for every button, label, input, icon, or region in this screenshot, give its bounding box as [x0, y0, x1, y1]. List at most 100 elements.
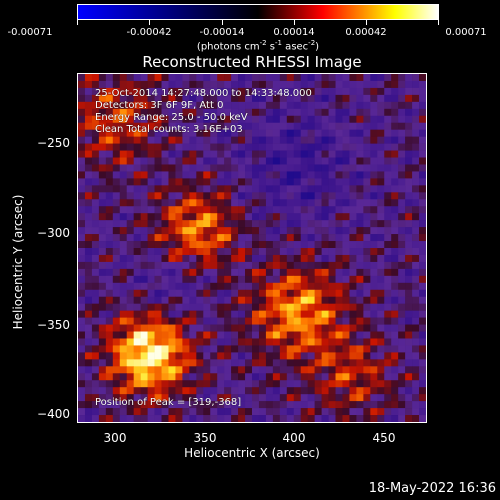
heatmap-cell — [175, 227, 183, 235]
heatmap-cell — [258, 206, 267, 214]
heatmap-cell — [335, 352, 343, 360]
heatmap-cell — [307, 185, 315, 193]
heatmap-cell — [182, 122, 190, 130]
heatmap-cell — [217, 366, 225, 374]
heatmap-cell — [203, 303, 211, 311]
heatmap-cell — [161, 408, 169, 416]
heatmap-cell — [398, 185, 406, 193]
heatmap-cell — [405, 380, 413, 388]
colorbar-tick-label: -0.00014 — [199, 27, 245, 38]
heatmap-cell — [265, 108, 274, 117]
heatmap-cell — [349, 380, 357, 388]
heatmap-cell — [112, 303, 121, 311]
heatmap-cell — [419, 387, 426, 395]
heatmap-cell — [196, 87, 204, 96]
heatmap-cell — [405, 345, 413, 353]
heatmap-cell — [272, 296, 281, 304]
heatmap-cell — [419, 289, 426, 298]
heatmap-cell — [140, 366, 148, 374]
heatmap-cell — [182, 136, 190, 144]
heatmap-cell — [293, 394, 302, 402]
heatmap-cell — [398, 415, 406, 422]
heatmap-cell — [405, 352, 413, 360]
heatmap-cell — [78, 296, 86, 304]
heatmap-cell — [384, 213, 392, 221]
heatmap-cell — [189, 150, 197, 158]
heatmap-cell — [175, 415, 183, 422]
heatmap-cell — [363, 143, 371, 151]
heatmap-cell — [78, 171, 86, 179]
heatmap-cell — [98, 289, 107, 298]
heatmap-cell — [391, 289, 399, 298]
heatmap-cell — [398, 150, 406, 158]
heatmap-cell — [252, 380, 260, 388]
heatmap-cell — [279, 380, 288, 388]
heatmap-cell — [328, 324, 336, 332]
heatmap-cell — [384, 74, 392, 82]
heatmap-cell — [196, 157, 204, 165]
heatmap-cell — [258, 303, 267, 311]
heatmap-cell — [196, 296, 204, 304]
heatmap-cell — [112, 387, 121, 395]
heatmap-cell — [133, 268, 141, 277]
heatmap-cell — [356, 345, 364, 353]
heatmap-cell — [105, 261, 114, 270]
heatmap-cell — [147, 248, 155, 256]
heatmap-cell — [258, 282, 267, 291]
heatmap-cell — [112, 143, 121, 151]
heatmap-cell — [196, 199, 204, 207]
heatmap-cell — [189, 213, 197, 221]
heatmap-cell — [321, 317, 329, 325]
heatmap-cell — [133, 108, 141, 117]
heatmap-cell — [258, 122, 267, 130]
heatmap-cell — [377, 185, 385, 193]
heatmap-cell — [377, 178, 385, 186]
heatmap-cell — [217, 171, 225, 179]
heatmap-cell — [293, 282, 302, 291]
heatmap-cell — [258, 387, 267, 395]
heatmap-cell — [112, 213, 121, 221]
heatmap-cell — [258, 199, 267, 207]
heatmap-cell — [175, 178, 183, 186]
heatmap-cell — [119, 206, 128, 214]
heatmap-cell — [119, 108, 128, 117]
heatmap-cell — [78, 185, 86, 193]
heatmap-cell — [126, 192, 134, 200]
heatmap-cell — [272, 234, 281, 242]
heatmap-cell — [217, 275, 225, 284]
heatmap-cell — [238, 213, 246, 221]
heatmap-cell — [210, 178, 218, 186]
heatmap-cell — [342, 373, 350, 381]
heatmap-cell — [252, 129, 260, 137]
heatmap-cell — [349, 220, 357, 228]
heatmap-cell — [384, 150, 392, 158]
heatmap-cell — [182, 220, 190, 228]
heatmap-cell — [196, 227, 204, 235]
heatmap-cell — [328, 303, 336, 311]
heatmap-cell — [286, 129, 295, 137]
heatmap-cell — [112, 171, 121, 179]
heatmap-cell — [217, 387, 225, 395]
heatmap-cell — [293, 338, 302, 346]
heatmap-cell — [84, 220, 93, 228]
heatmap-cell — [384, 338, 392, 346]
heatmap-cell — [419, 143, 426, 151]
heatmap-cell — [356, 268, 364, 277]
heatmap-cell — [161, 275, 169, 284]
heatmap-cell — [272, 74, 281, 82]
heatmap-cell — [78, 80, 86, 89]
heatmap-cell — [314, 101, 322, 110]
heatmap-cell — [133, 213, 141, 221]
heatmap-cell — [405, 408, 413, 416]
heatmap-cell — [126, 394, 134, 402]
heatmap-cell — [196, 136, 204, 144]
heatmap-cell — [391, 394, 399, 402]
heatmap-cell — [238, 122, 246, 130]
heatmap-cell — [231, 206, 239, 214]
heatmap-cell — [335, 296, 343, 304]
heatmap-cell — [356, 129, 364, 137]
heatmap-cell — [398, 101, 406, 110]
heatmap-cell — [328, 408, 336, 416]
heatmap-cell — [210, 248, 218, 256]
heatmap-cell — [335, 206, 343, 214]
